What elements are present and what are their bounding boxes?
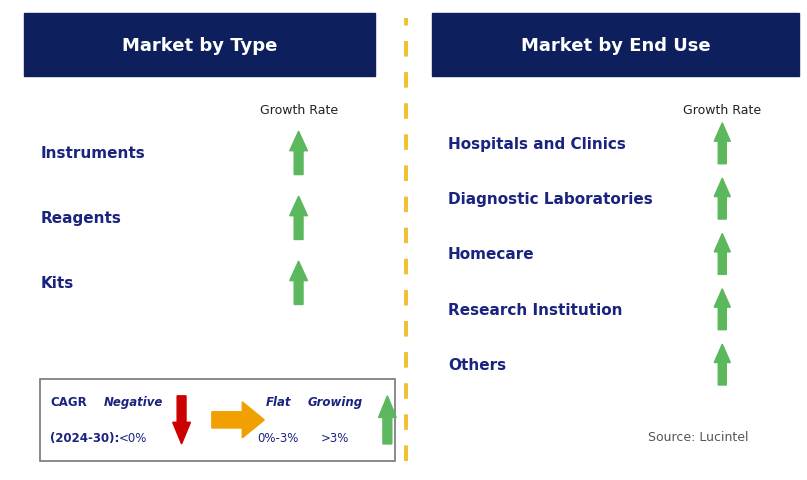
- Polygon shape: [173, 396, 190, 444]
- Text: Source: Lucintel: Source: Lucintel: [648, 430, 748, 444]
- Text: Diagnostic Laboratories: Diagnostic Laboratories: [448, 192, 653, 207]
- Text: Research Institution: Research Institution: [448, 302, 622, 317]
- Text: Others: Others: [448, 357, 506, 372]
- Polygon shape: [714, 234, 730, 275]
- Text: >3%: >3%: [320, 432, 349, 444]
- Polygon shape: [714, 289, 730, 330]
- Text: Growing: Growing: [307, 396, 362, 408]
- Polygon shape: [290, 197, 307, 240]
- Text: CAGR: CAGR: [50, 396, 87, 408]
- Text: Hospitals and Clinics: Hospitals and Clinics: [448, 136, 625, 152]
- Text: Reagents: Reagents: [40, 211, 121, 226]
- Text: Instruments: Instruments: [40, 146, 145, 161]
- Text: Market by End Use: Market by End Use: [521, 36, 710, 55]
- FancyBboxPatch shape: [24, 14, 375, 77]
- Polygon shape: [714, 179, 730, 220]
- Polygon shape: [714, 124, 730, 165]
- Polygon shape: [290, 132, 307, 175]
- Text: Homecare: Homecare: [448, 247, 534, 262]
- Text: (2024-30):: (2024-30):: [50, 432, 119, 444]
- FancyBboxPatch shape: [40, 379, 395, 461]
- Text: Flat: Flat: [266, 396, 291, 408]
- Polygon shape: [211, 402, 265, 438]
- Polygon shape: [378, 396, 396, 444]
- FancyBboxPatch shape: [432, 14, 799, 77]
- Text: Growth Rate: Growth Rate: [260, 104, 337, 117]
- Text: Kits: Kits: [40, 276, 73, 291]
- Text: 0%-3%: 0%-3%: [257, 432, 299, 444]
- Polygon shape: [290, 262, 307, 305]
- Text: Growth Rate: Growth Rate: [684, 104, 761, 117]
- Text: Negative: Negative: [103, 396, 163, 408]
- Text: Market by Type: Market by Type: [122, 36, 278, 55]
- Polygon shape: [714, 345, 730, 385]
- Text: <0%: <0%: [119, 432, 148, 444]
